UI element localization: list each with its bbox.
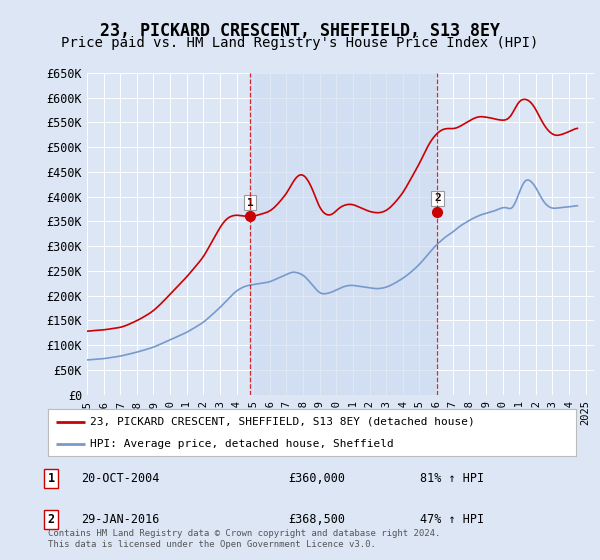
Text: 1: 1 [247,198,253,208]
Text: 23, PICKARD CRESCENT, SHEFFIELD, S13 8EY: 23, PICKARD CRESCENT, SHEFFIELD, S13 8EY [100,22,500,40]
Text: 29-JAN-2016: 29-JAN-2016 [81,512,160,526]
Text: 2: 2 [434,193,441,203]
Bar [250,73,437,395]
Text: 20-OCT-2004: 20-OCT-2004 [81,472,160,486]
Text: Contains HM Land Registry data © Crown copyright and database right 2024.
This d: Contains HM Land Registry data © Crown c… [48,529,440,549]
Text: 47% ↑ HPI: 47% ↑ HPI [420,512,484,526]
Text: 23, PICKARD CRESCENT, SHEFFIELD, S13 8EY (detached house): 23, PICKARD CRESCENT, SHEFFIELD, S13 8EY… [90,417,475,427]
Text: HPI: Average price, detached house, Sheffield: HPI: Average price, detached house, Shef… [90,438,394,449]
Text: £360,000: £360,000 [288,472,345,486]
Text: £368,500: £368,500 [288,512,345,526]
Text: 81% ↑ HPI: 81% ↑ HPI [420,472,484,486]
Text: 1: 1 [47,472,55,486]
Text: 2: 2 [47,512,55,526]
Text: Price paid vs. HM Land Registry's House Price Index (HPI): Price paid vs. HM Land Registry's House … [61,36,539,50]
